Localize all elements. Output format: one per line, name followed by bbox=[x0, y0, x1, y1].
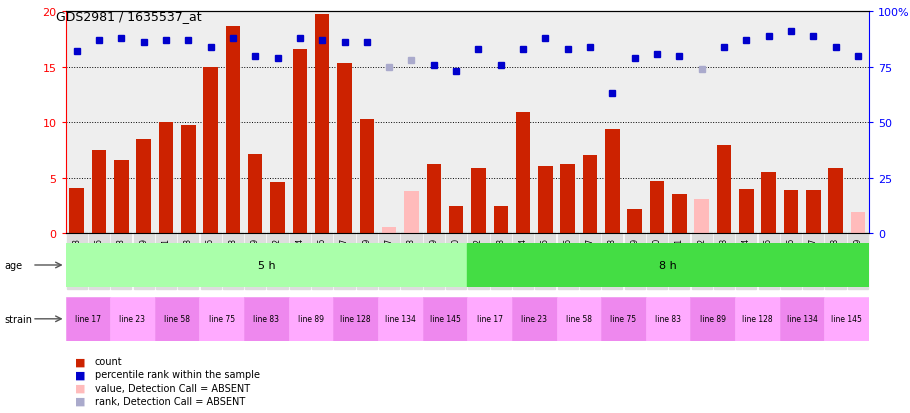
Text: line 83: line 83 bbox=[253, 315, 279, 323]
Bar bbox=[333, 297, 378, 341]
Bar bbox=[66, 244, 468, 287]
Text: age: age bbox=[5, 260, 23, 271]
Bar bbox=[694, 199, 709, 233]
Text: line 128: line 128 bbox=[743, 315, 773, 323]
Bar bbox=[404, 191, 419, 233]
Bar bbox=[650, 181, 664, 233]
Text: strain: strain bbox=[5, 314, 33, 324]
Bar bbox=[382, 228, 397, 233]
Bar bbox=[828, 168, 843, 233]
Bar bbox=[203, 68, 217, 233]
Text: line 58: line 58 bbox=[566, 315, 592, 323]
Bar bbox=[784, 190, 798, 233]
Bar bbox=[315, 14, 329, 233]
Bar bbox=[538, 167, 552, 233]
Text: count: count bbox=[95, 356, 122, 366]
Bar bbox=[602, 297, 646, 341]
Bar bbox=[468, 244, 869, 287]
Bar bbox=[646, 297, 691, 341]
Text: line 17: line 17 bbox=[477, 315, 502, 323]
Bar bbox=[158, 123, 173, 233]
Text: ■: ■ bbox=[75, 370, 86, 380]
Bar bbox=[691, 297, 735, 341]
Bar bbox=[516, 113, 531, 233]
Bar bbox=[735, 297, 780, 341]
Text: 8 h: 8 h bbox=[659, 260, 677, 271]
Bar bbox=[468, 297, 512, 341]
Bar bbox=[717, 146, 732, 233]
Bar bbox=[605, 130, 620, 233]
Bar bbox=[493, 207, 508, 233]
Bar bbox=[270, 183, 285, 233]
Bar bbox=[471, 168, 486, 233]
Bar bbox=[226, 27, 240, 233]
Text: line 58: line 58 bbox=[164, 315, 190, 323]
Bar bbox=[427, 165, 441, 233]
Bar bbox=[449, 207, 463, 233]
Text: line 89: line 89 bbox=[298, 315, 324, 323]
Text: GDS2981 / 1635537_at: GDS2981 / 1635537_at bbox=[56, 10, 202, 23]
Text: value, Detection Call = ABSENT: value, Detection Call = ABSENT bbox=[95, 383, 249, 393]
Bar bbox=[582, 156, 597, 233]
Bar bbox=[378, 297, 422, 341]
Text: line 145: line 145 bbox=[832, 315, 862, 323]
Text: line 89: line 89 bbox=[700, 315, 726, 323]
Bar bbox=[69, 188, 84, 233]
Bar bbox=[672, 195, 686, 233]
Bar bbox=[92, 150, 106, 233]
Text: line 23: line 23 bbox=[119, 315, 146, 323]
Bar bbox=[66, 297, 110, 341]
Bar bbox=[199, 297, 244, 341]
Bar bbox=[338, 64, 352, 233]
Bar bbox=[824, 297, 869, 341]
Bar bbox=[561, 165, 575, 233]
Bar bbox=[739, 189, 753, 233]
Text: rank, Detection Call = ABSENT: rank, Detection Call = ABSENT bbox=[95, 396, 245, 406]
Bar bbox=[181, 126, 196, 233]
Text: line 145: line 145 bbox=[430, 315, 460, 323]
Bar bbox=[288, 297, 333, 341]
Text: ■: ■ bbox=[75, 356, 86, 366]
Text: 5 h: 5 h bbox=[258, 260, 275, 271]
Bar bbox=[422, 297, 468, 341]
Bar bbox=[359, 119, 374, 233]
Bar bbox=[806, 190, 821, 233]
Bar bbox=[762, 173, 776, 233]
Bar bbox=[851, 212, 865, 233]
Bar bbox=[110, 297, 155, 341]
Text: line 17: line 17 bbox=[75, 315, 101, 323]
Bar bbox=[244, 297, 288, 341]
Bar bbox=[557, 297, 602, 341]
Bar bbox=[155, 297, 199, 341]
Text: line 83: line 83 bbox=[655, 315, 682, 323]
Bar bbox=[293, 50, 308, 233]
Text: line 134: line 134 bbox=[385, 315, 416, 323]
Bar bbox=[780, 297, 824, 341]
Bar bbox=[114, 160, 128, 233]
Bar bbox=[136, 140, 151, 233]
Bar bbox=[512, 297, 557, 341]
Text: percentile rank within the sample: percentile rank within the sample bbox=[95, 370, 259, 380]
Text: line 75: line 75 bbox=[611, 315, 637, 323]
Text: line 23: line 23 bbox=[521, 315, 547, 323]
Text: line 75: line 75 bbox=[208, 315, 235, 323]
Text: ■: ■ bbox=[75, 383, 86, 393]
Text: ■: ■ bbox=[75, 396, 86, 406]
Text: line 128: line 128 bbox=[340, 315, 371, 323]
Text: line 134: line 134 bbox=[786, 315, 817, 323]
Bar bbox=[248, 155, 262, 233]
Bar bbox=[627, 209, 642, 233]
